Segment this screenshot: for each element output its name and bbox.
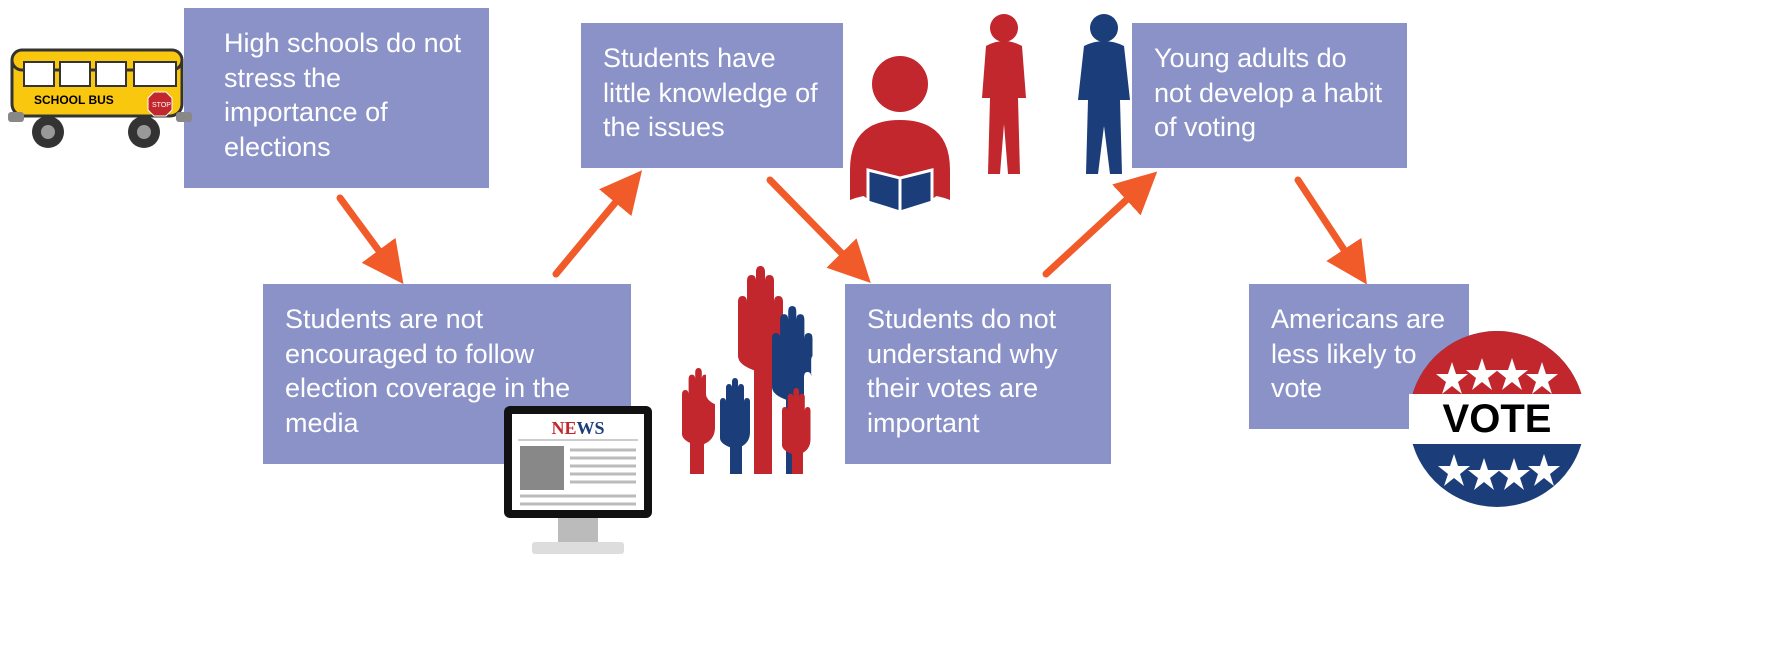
people-silhouette-icon <box>970 6 1138 178</box>
vote-label: VOTE <box>1443 397 1552 441</box>
edge-n3-n6 <box>1298 180 1360 274</box>
reader-icon <box>830 50 970 220</box>
edge-n1-n4 <box>340 198 396 274</box>
news-label: NEWS <box>551 418 604 438</box>
edge-n5-n3 <box>1046 180 1148 274</box>
school-bus-icon: SCHOOL BUS STOP <box>6 32 194 150</box>
svg-text:STOP: STOP <box>152 102 171 109</box>
vote-badge-icon: VOTE <box>1406 328 1588 510</box>
news-monitor-icon: NEWS <box>498 400 658 570</box>
edge-n4-n2 <box>556 180 634 274</box>
school-bus-label: SCHOOL BUS <box>34 93 114 107</box>
raised-hands-icon <box>672 258 852 474</box>
